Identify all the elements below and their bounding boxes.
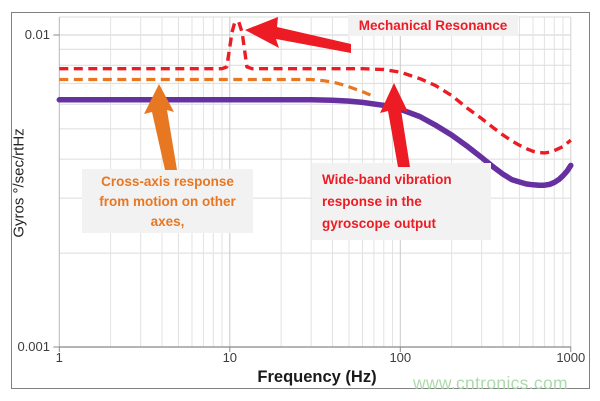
x-tick-label-1000: 1000: [556, 350, 586, 365]
mechanical-resonance-arrow-icon: [245, 17, 351, 53]
y-tick-label-0.01: 0.01: [24, 27, 50, 42]
x-tick-label-1: 1: [55, 350, 63, 365]
x-axis-title: Frequency (Hz): [257, 368, 377, 386]
annotation-wide-band-vibration: Wide-band vibration response in the gyro…: [312, 163, 491, 240]
series-cross-axis-response: [59, 77, 376, 99]
watermark: www.cntronics.com: [413, 373, 568, 393]
y-tick-label-0.001: 0.001: [17, 339, 50, 354]
series-gyroscope-output: [56, 97, 574, 188]
annotation-mechanical-resonance: Mechanical Resonance: [348, 15, 518, 36]
cross-axis-arrow-icon: [144, 84, 177, 170]
x-tick-label-100: 100: [389, 350, 412, 365]
wide-band-arrow-icon: [380, 83, 410, 167]
series-lines: [56, 20, 574, 188]
x-tick-label-10: 10: [222, 350, 238, 365]
chart-outer-border: [11, 12, 590, 389]
annotation-cross-axis-response: Cross-axis response from motion on other…: [82, 169, 253, 233]
